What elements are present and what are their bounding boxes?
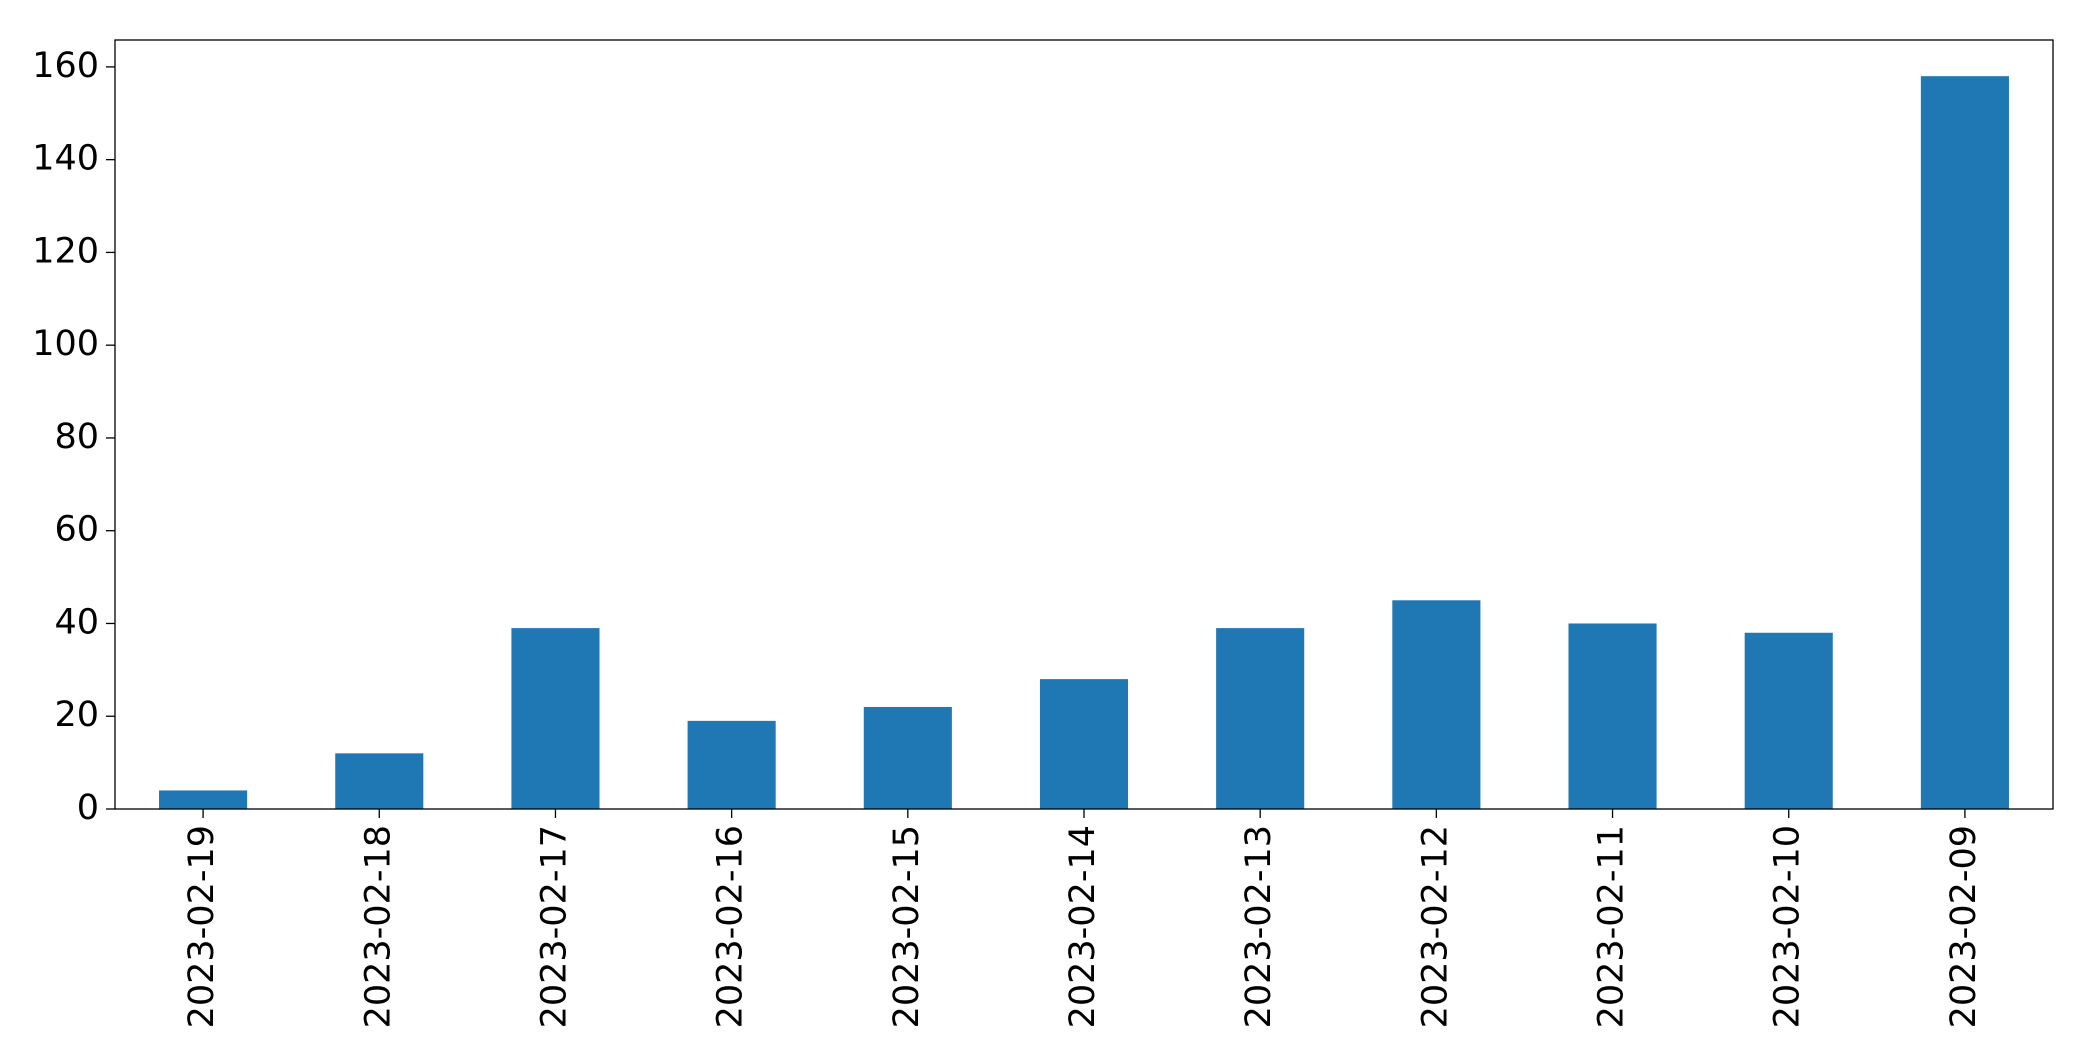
y-tick-label: 20 [54, 695, 99, 735]
x-tick-label: 2023-02-19 [182, 825, 222, 1028]
bar [335, 753, 424, 809]
x-tick-label: 2023-02-14 [1063, 825, 1103, 1028]
plot-frame [114, 39, 2054, 810]
x-tick-label: 2023-02-17 [534, 825, 574, 1028]
x-tick-label: 2023-02-13 [1239, 825, 1279, 1028]
bar [1216, 628, 1305, 809]
y-tick-label: 0 [77, 788, 99, 828]
y-tick-label: 160 [32, 46, 99, 86]
x-tick-label: 2023-02-12 [1415, 825, 1455, 1028]
bar [159, 790, 248, 809]
y-tick-label: 120 [32, 231, 99, 271]
bar [1568, 623, 1657, 809]
bar [687, 720, 776, 809]
y-tick-label: 60 [54, 510, 99, 550]
x-tick-label: 2023-02-09 [1944, 825, 1984, 1028]
bar [1039, 679, 1129, 809]
bar [1392, 600, 1481, 809]
x-tick-label: 2023-02-10 [1768, 825, 1808, 1028]
x-tick-label: 2023-02-15 [887, 825, 927, 1028]
y-tick-label: 100 [32, 324, 99, 364]
bar [863, 706, 952, 809]
x-tick-label: 2023-02-18 [358, 825, 398, 1028]
x-tick-label: 2023-02-16 [711, 825, 751, 1028]
bar [511, 628, 600, 809]
y-tick-label: 80 [54, 417, 99, 457]
bar [1920, 76, 2009, 810]
x-tick-label: 2023-02-11 [1592, 825, 1632, 1028]
y-tick-label: 140 [32, 139, 99, 179]
bar [1744, 632, 1833, 809]
y-tick-label: 40 [54, 602, 99, 642]
